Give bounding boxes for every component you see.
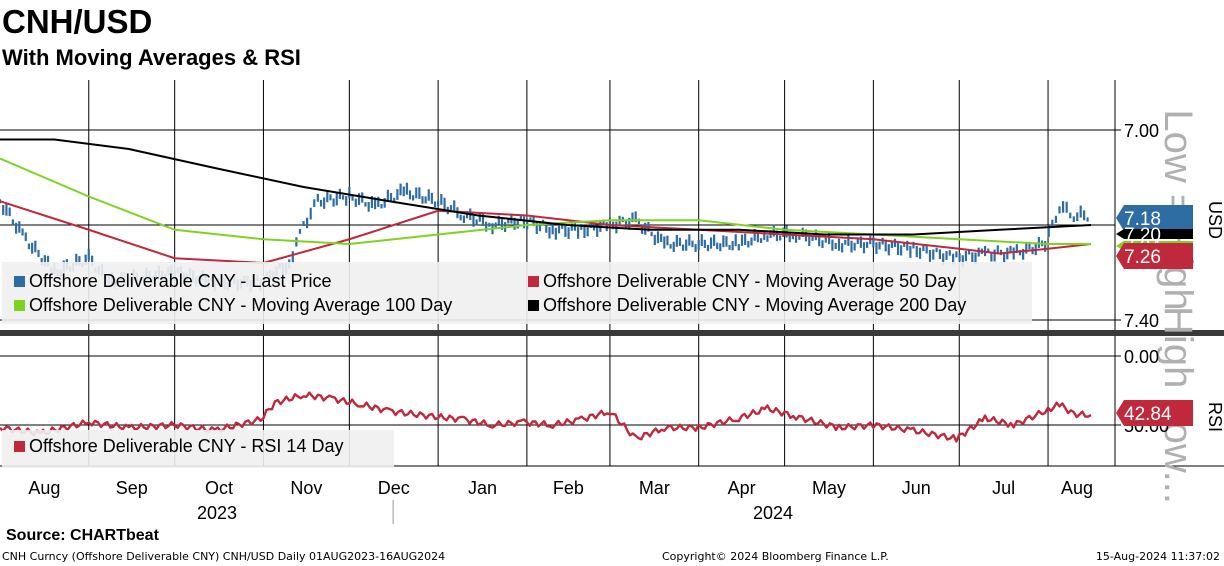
legend-entry: Offshore Deliverable CNY - RSI 14 Day (29, 436, 343, 456)
x-tick-label: Dec (378, 478, 410, 498)
x-tick-label: Mar (639, 478, 670, 498)
ma200-tag (1116, 229, 1193, 239)
x-tick-label: Feb (553, 478, 584, 498)
footer-timestamp: 15-Aug-2024 11:37:02 (1095, 550, 1220, 563)
x-tick-label: Oct (205, 478, 233, 498)
rsi-tick-label: 0.00 (1124, 347, 1159, 367)
legend-swatch (528, 300, 539, 311)
x-tick-label: Jun (902, 478, 931, 498)
price-legend-box (2, 262, 1032, 324)
x-tick-label: May (812, 478, 846, 498)
legend-entry: Offshore Deliverable CNY - Moving Averag… (543, 271, 956, 291)
legend-entry: Offshore Deliverable CNY - Last Price (29, 271, 331, 291)
x-tick-label: Aug (28, 478, 60, 498)
x-ticks: Aug Sep Oct Nov Dec Jan Feb Mar Apr May Jun Jul Aug 2… (28, 478, 1093, 524)
legend-swatch (14, 441, 25, 452)
price-tick-label: 7.40 (1124, 311, 1159, 331)
chart-subtitle: With Moving Averages & RSI (2, 45, 301, 70)
legend-entry: Offshore Deliverable CNY - Moving Averag… (543, 295, 966, 315)
chart-title: CNH/USD (2, 3, 153, 40)
x-tick-label: Jul (992, 478, 1015, 498)
legend: Offshore Deliverable CNY - Last Price Off… (14, 271, 966, 456)
legend-swatch (528, 276, 539, 287)
price-ma-line (0, 200, 1092, 264)
rsi-axis-label: RSI (1205, 402, 1224, 432)
last-price-tag (1116, 205, 1193, 231)
year-label: 2023 (197, 503, 237, 523)
price-tick-label: 7.00 (1124, 121, 1159, 141)
legend-swatch (14, 276, 25, 287)
rsi-tag-text: 42.84 (1124, 404, 1172, 425)
price-ma-line (0, 157, 1091, 245)
price-axis-label: USD (1205, 201, 1224, 239)
year-label: 2024 (753, 503, 793, 523)
legend-swatch (14, 300, 25, 311)
footer-description: CNH Curncy (Offshore Deliverable CNY) CN… (2, 550, 446, 563)
rsi-series (0, 391, 1092, 443)
x-tick-label: Nov (290, 478, 322, 498)
ma200-tag-text: 7.20 (1124, 225, 1161, 246)
x-tick-label: Jan (468, 478, 497, 498)
x-tick-label: Aug (1061, 478, 1093, 498)
source-label: Source: CHARTbeat (6, 527, 159, 544)
legend-entry: Offshore Deliverable CNY - Moving Averag… (29, 295, 452, 315)
rsi-tag (1116, 400, 1193, 426)
panel-divider (0, 330, 1224, 336)
price-ma-line (0, 138, 1092, 236)
x-tick-label: Apr (728, 478, 756, 498)
ma50-tag-text: 7.26 (1124, 247, 1161, 268)
footer-copyright: Copyright© 2024 Bloomberg Finance L.P. (662, 550, 889, 563)
rsi-line (0, 391, 1092, 443)
x-tick-label: Sep (116, 478, 148, 498)
last-price-tag-text: 7.18 (1124, 209, 1161, 230)
rsi-legend-box (2, 430, 394, 468)
ma50-tag (1116, 243, 1193, 269)
